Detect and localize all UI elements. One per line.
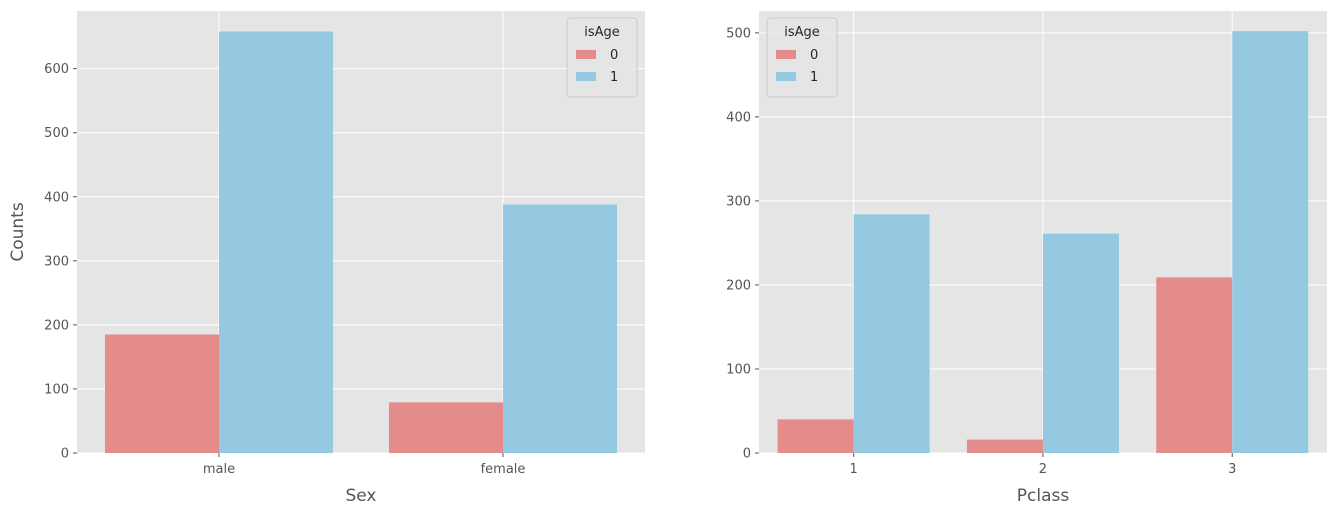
bar-female-isage-1 — [503, 204, 617, 453]
legend-label-0: 0 — [610, 48, 618, 63]
legend-title: isAge — [584, 25, 620, 40]
x-tick-label: 1 — [850, 462, 858, 477]
x-axis-label: Pclass — [1017, 486, 1070, 506]
y-tick-label: 100 — [726, 362, 751, 377]
x-axis-label: Sex — [345, 486, 376, 506]
y-tick-label: 500 — [726, 26, 751, 41]
legend-label-1: 1 — [810, 70, 818, 85]
legend-swatch-0 — [776, 50, 796, 59]
y-tick-label: 500 — [44, 126, 69, 141]
x-tick-label: male — [203, 462, 235, 477]
pclass-chart: 0 100 200 300 400 500 1 2 3 Pclass isAge 0 1 — [726, 11, 1327, 506]
y-tick-label: 100 — [44, 382, 69, 397]
y-tick-label: 200 — [44, 318, 69, 333]
y-tick-label: 300 — [726, 194, 751, 209]
y-tick-label: 0 — [61, 447, 69, 462]
bar-3-isage-1 — [1232, 31, 1309, 454]
bar-male-isage-0 — [105, 334, 219, 453]
y-tick-label: 200 — [726, 278, 751, 293]
bar-male-isage-1 — [219, 31, 333, 454]
legend: isAge 0 1 — [766, 17, 838, 98]
bar-2-isage-1 — [1042, 233, 1119, 453]
x-tick-label: 2 — [1039, 462, 1047, 477]
legend-swatch-0 — [576, 50, 596, 59]
legend-title: isAge — [784, 25, 820, 40]
legend-label-1: 1 — [610, 70, 618, 85]
y-tick-label: 400 — [726, 110, 751, 125]
legend-swatch-1 — [576, 72, 596, 81]
y-axis-label: Counts — [8, 202, 28, 261]
legend-label-0: 0 — [810, 48, 818, 63]
y-tick-label: 600 — [44, 62, 69, 77]
bar-1-isage-1 — [853, 214, 930, 453]
sex-chart: 0 100 200 300 400 500 600 male female Sex Counts is… — [8, 11, 645, 506]
y-tick-label: 400 — [44, 190, 69, 205]
legend-swatch-1 — [776, 72, 796, 81]
bar-female-isage-0 — [389, 402, 503, 453]
x-tick-label: female — [481, 462, 526, 477]
bar-1-isage-0 — [777, 419, 854, 453]
x-tick-label: 3 — [1228, 462, 1236, 477]
y-tick-label: 0 — [743, 447, 751, 462]
bar-2-isage-0 — [966, 439, 1043, 453]
y-tick-label: 300 — [44, 254, 69, 269]
legend: isAge 0 1 — [566, 17, 638, 98]
bar-3-isage-0 — [1156, 277, 1233, 453]
